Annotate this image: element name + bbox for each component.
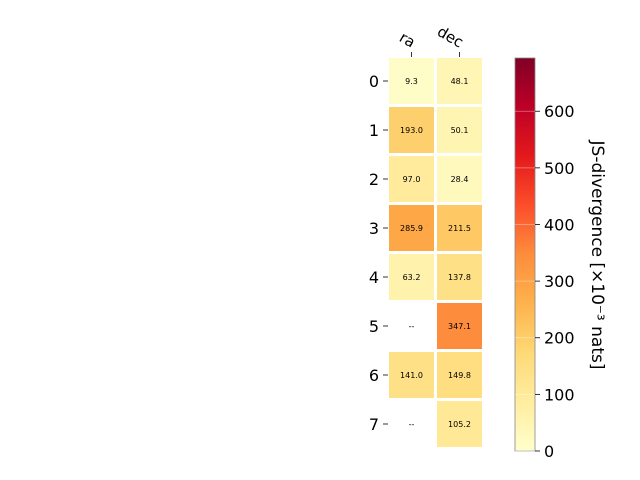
- cell-value-label: 149.8: [448, 371, 471, 380]
- cell-value-label: --: [409, 322, 415, 331]
- heatmap-cell: [437, 254, 482, 300]
- cell-value-label: --: [409, 420, 415, 429]
- row-label: 1: [369, 121, 379, 140]
- heatmap-cell: [437, 205, 482, 251]
- heatmap-cell: [437, 58, 482, 104]
- row-label: 0: [369, 72, 379, 91]
- row-label: 4: [369, 268, 379, 287]
- heatmap-cell: [389, 156, 434, 202]
- heatmap-cell: [437, 156, 482, 202]
- heatmap-cell: [389, 254, 434, 300]
- cell-value-label: 63.2: [403, 273, 421, 282]
- row-labels: 0 1 2 3 4 5 6 7: [369, 72, 388, 434]
- cell-value-label: 97.0: [403, 175, 421, 184]
- heatmap-cell: [437, 352, 482, 398]
- cell-value-label: 347.1: [448, 322, 471, 331]
- heatmap-cells: 9.3 48.1 193.0 50.1 97.0 28.4 285.9 211.5 63.2 13…: [389, 58, 482, 447]
- heatmap-cell: [437, 401, 482, 447]
- colorbar-tick-label: 300: [544, 272, 575, 291]
- colorbar-label: JS-divergence [×10⁻³ nats]: [587, 140, 607, 370]
- colorbar: [514, 57, 536, 452]
- heatmap-cell: [437, 303, 482, 349]
- colorbar-tick-label: 0: [544, 442, 554, 461]
- heatmap-cell: [389, 352, 434, 398]
- column-label: dec: [434, 22, 466, 51]
- cell-value-label: 105.2: [448, 420, 471, 429]
- colorbar-tick-label: 600: [544, 102, 575, 121]
- colorbar-tick-label: 100: [544, 385, 575, 404]
- colorbar-ticks: 0 100 200 300 400 500 600: [515, 102, 575, 461]
- cell-value-label: 50.1: [451, 126, 469, 135]
- colorbar-tick-label: 200: [544, 329, 575, 348]
- heatmap-cell: [389, 107, 434, 153]
- row-label: 3: [369, 219, 379, 238]
- cell-value-label: 211.5: [448, 224, 471, 233]
- row-label: 2: [369, 170, 379, 189]
- heatmap-cell: [389, 58, 434, 104]
- row-label: 6: [369, 366, 379, 385]
- colorbar-tick-label: 400: [544, 215, 575, 234]
- heatmap-cell: [389, 205, 434, 251]
- cell-value-label: 48.1: [451, 77, 469, 86]
- colorbar-tick-label: 500: [544, 159, 575, 178]
- column-label: ra: [396, 28, 418, 51]
- cell-value-label: 285.9: [400, 224, 423, 233]
- cell-value-label: 193.0: [400, 126, 423, 135]
- cell-value-label: 28.4: [451, 175, 469, 184]
- cell-value-label: 137.8: [448, 273, 471, 282]
- column-labels: ra dec: [396, 22, 467, 57]
- heatmap-cell: [437, 107, 482, 153]
- cell-value-label: 141.0: [400, 371, 423, 380]
- row-label: 5: [369, 317, 379, 336]
- cell-value-label: 9.3: [405, 77, 418, 86]
- row-label: 7: [369, 415, 379, 434]
